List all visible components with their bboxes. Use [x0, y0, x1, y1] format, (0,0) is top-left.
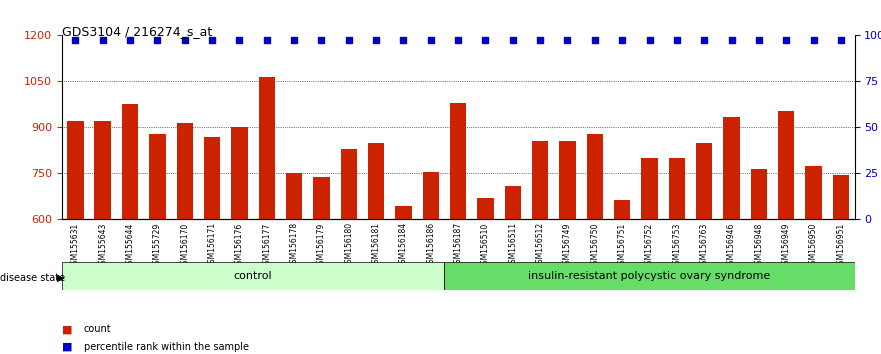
Bar [778, 110, 795, 219]
Text: GDS3104 / 216274_s_at: GDS3104 / 216274_s_at [62, 25, 212, 38]
Bar [559, 141, 575, 219]
Text: count: count [84, 324, 111, 334]
Text: ■: ■ [62, 342, 72, 352]
FancyBboxPatch shape [444, 262, 855, 290]
Bar [314, 177, 329, 219]
Bar [423, 172, 439, 219]
Bar [669, 158, 685, 219]
Text: ■: ■ [62, 324, 72, 334]
Bar [833, 175, 849, 219]
Bar [258, 77, 275, 219]
Bar [231, 127, 248, 219]
Text: control: control [233, 271, 272, 281]
Bar [94, 121, 111, 219]
Text: percentile rank within the sample: percentile rank within the sample [84, 342, 248, 352]
Bar [587, 133, 603, 219]
Bar [341, 149, 357, 219]
Bar [285, 173, 302, 219]
Bar [204, 137, 220, 219]
Bar [176, 123, 193, 219]
Bar [149, 133, 166, 219]
Bar [532, 141, 548, 219]
Bar [614, 200, 631, 219]
Text: disease state: disease state [0, 273, 65, 283]
Bar [396, 206, 411, 219]
Bar [723, 117, 740, 219]
Text: ▶: ▶ [57, 273, 65, 283]
Bar [450, 103, 466, 219]
Bar [751, 169, 767, 219]
Bar [368, 143, 384, 219]
Bar [505, 186, 521, 219]
Bar [478, 198, 493, 219]
Bar [805, 166, 822, 219]
Text: insulin-resistant polycystic ovary syndrome: insulin-resistant polycystic ovary syndr… [529, 271, 771, 281]
Bar [122, 104, 138, 219]
Bar [696, 143, 713, 219]
Bar [67, 121, 84, 219]
FancyBboxPatch shape [62, 262, 444, 290]
Bar [641, 158, 658, 219]
